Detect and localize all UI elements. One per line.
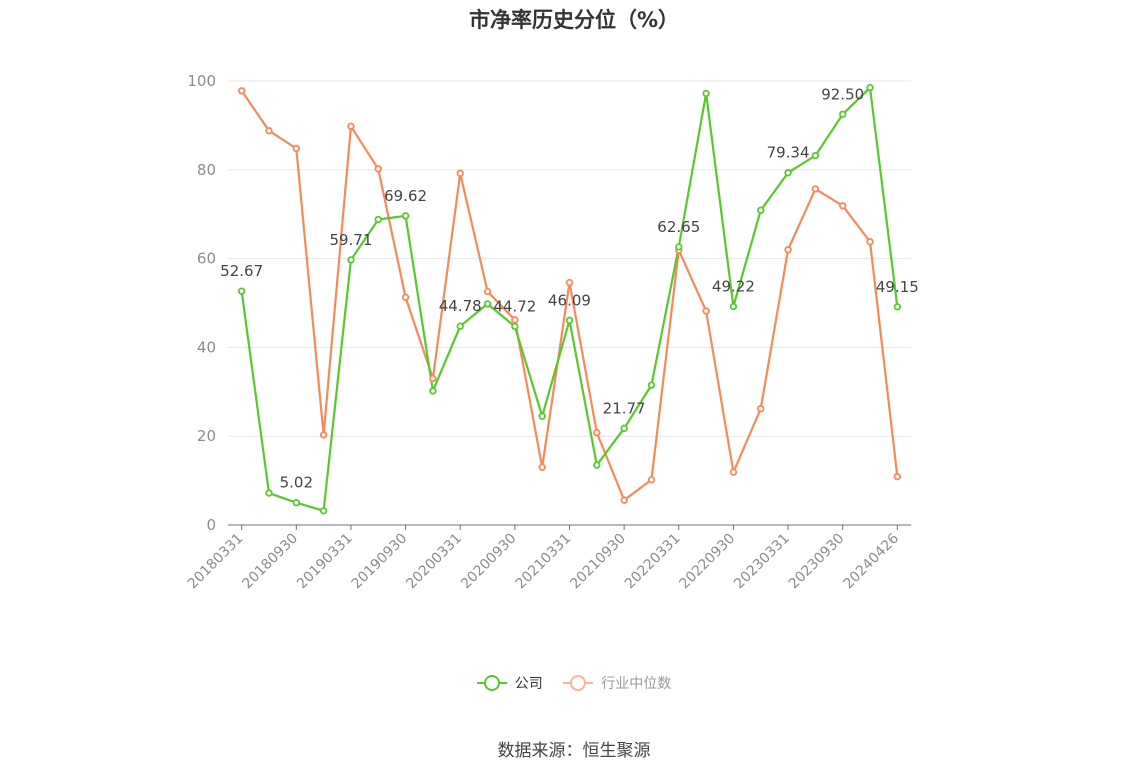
data-point-industry xyxy=(292,144,300,153)
y-tick-label: 0 xyxy=(206,516,216,534)
data-point-industry xyxy=(374,165,382,173)
data-label: 46.09 xyxy=(548,291,591,309)
legend-marker-company-icon xyxy=(476,675,507,691)
data-point-industry xyxy=(237,87,246,95)
y-tick-label: 60 xyxy=(197,250,216,268)
chart-legend: 公司 行业中位数 xyxy=(0,673,1148,695)
data-point-company xyxy=(729,302,738,311)
data-point-company xyxy=(483,300,492,308)
data-point-company xyxy=(538,412,546,420)
legend-label-industry-median: 行业中位数 xyxy=(601,676,672,692)
data-label: 79.34 xyxy=(767,144,810,162)
x-tick-label: 20200331 xyxy=(403,531,465,593)
data-point-industry xyxy=(429,374,437,383)
data-point-industry xyxy=(401,293,410,301)
x-tick-label: 20180331 xyxy=(185,531,247,593)
data-point-industry xyxy=(702,307,710,315)
data-point-industry xyxy=(347,122,355,130)
data-label: 44.78 xyxy=(439,297,482,315)
data-point-industry xyxy=(893,472,902,481)
data-point-industry xyxy=(565,278,574,287)
data-point-company xyxy=(784,169,792,177)
x-tick-label: 20220331 xyxy=(622,531,684,593)
data-point-industry xyxy=(757,404,765,413)
data-point-industry xyxy=(593,428,601,437)
data-point-company xyxy=(593,461,601,469)
data-point-industry xyxy=(265,127,273,135)
data-point-company xyxy=(565,316,574,325)
data-point-company xyxy=(374,215,382,224)
data-label: 5.02 xyxy=(280,474,313,492)
data-point-industry xyxy=(839,202,847,210)
data-point-industry xyxy=(620,496,628,504)
legend-item-industry-median[interactable]: 行业中位数 xyxy=(563,673,671,693)
data-point-company xyxy=(839,110,847,118)
x-tick-label: 20180930 xyxy=(239,531,301,593)
data-point-company xyxy=(401,212,410,220)
data-point-company xyxy=(319,507,328,515)
chart-title: 市净率历史分位（%） xyxy=(468,8,680,32)
legend-label-company: 公司 xyxy=(514,676,543,692)
data-point-company xyxy=(292,499,300,507)
data-point-company xyxy=(237,287,246,295)
x-tick-label: 20230331 xyxy=(731,531,793,593)
data-point-company xyxy=(456,322,464,330)
data-label: 69.62 xyxy=(384,187,427,205)
x-tick-label: 20240426 xyxy=(840,530,902,592)
data-point-company xyxy=(811,151,820,160)
x-tick-label: 20210331 xyxy=(513,531,575,593)
data-label: 59.71 xyxy=(329,231,372,249)
data-point-industry xyxy=(483,287,492,296)
x-tick-label: 20230930 xyxy=(786,531,848,593)
data-point-industry xyxy=(456,169,464,178)
data-point-company xyxy=(757,206,765,214)
x-tick-label: 20210930 xyxy=(567,531,629,593)
legend-marker-industry-icon xyxy=(563,675,594,691)
data-point-industry xyxy=(729,468,738,476)
data-label: 44.72 xyxy=(493,297,536,315)
data-point-company xyxy=(347,256,355,264)
data-source: 数据来源：恒生聚源 xyxy=(497,741,651,761)
x-tick-label: 20200930 xyxy=(458,531,520,593)
data-point-industry xyxy=(784,246,792,254)
data-label: 92.50 xyxy=(821,85,864,103)
data-point-company xyxy=(511,322,519,331)
legend-item-company[interactable]: 公司 xyxy=(476,673,543,693)
data-point-company xyxy=(675,243,683,251)
y-tick-label: 40 xyxy=(197,338,216,356)
data-point-industry xyxy=(511,316,519,324)
data-point-company xyxy=(702,89,710,98)
y-tick-label: 20 xyxy=(197,427,216,445)
data-label: 62.65 xyxy=(657,218,700,236)
y-tick-label: 80 xyxy=(197,161,216,179)
data-point-company xyxy=(866,83,874,92)
data-label: 49.22 xyxy=(712,277,755,295)
x-tick-label: 20190331 xyxy=(294,531,356,593)
data-label: 21.77 xyxy=(603,399,646,417)
data-point-industry xyxy=(866,238,874,246)
data-point-industry xyxy=(319,431,328,439)
line-chart: 0 20 40 60 80 100 2018033120180930201903312019… xyxy=(185,72,919,593)
x-tick-label: 20190930 xyxy=(349,531,411,593)
data-point-company xyxy=(265,489,273,497)
y-tick-label: 100 xyxy=(187,72,216,90)
data-label: 49.15 xyxy=(876,278,919,296)
data-point-company xyxy=(429,387,437,395)
data-point-industry xyxy=(811,185,820,193)
data-point-company xyxy=(620,424,628,433)
data-point-industry xyxy=(647,476,656,484)
data-point-company xyxy=(893,303,902,311)
data-point-industry xyxy=(538,463,546,471)
data-label: 52.67 xyxy=(220,262,263,280)
x-tick-label: 20220930 xyxy=(677,531,739,593)
data-point-company xyxy=(647,381,656,389)
